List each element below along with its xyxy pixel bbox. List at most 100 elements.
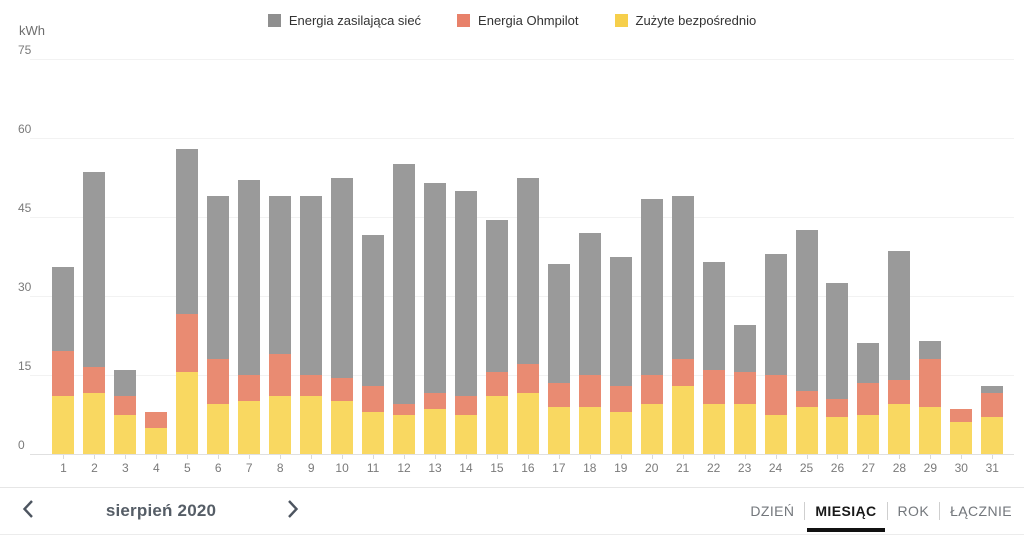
bar-segment-grid-day-21[interactable]	[671, 195, 694, 360]
bar-segment-grid-day-23[interactable]	[733, 324, 756, 373]
bar-day-16[interactable]	[516, 177, 539, 454]
bar-segment-direct-day-11[interactable]	[362, 411, 385, 454]
bar-segment-grid-day-8[interactable]	[269, 195, 292, 354]
bar-segment-grid-day-7[interactable]	[238, 180, 261, 376]
bar-segment-direct-day-22[interactable]	[702, 403, 725, 454]
bar-day-23[interactable]	[733, 324, 756, 454]
bar-segment-grid-day-16[interactable]	[516, 177, 539, 365]
bar-segment-ohmpilot-day-28[interactable]	[888, 380, 911, 404]
bar-segment-grid-day-20[interactable]	[640, 198, 663, 376]
bar-segment-ohmpilot-day-22[interactable]	[702, 369, 725, 404]
bar-day-22[interactable]	[702, 261, 725, 454]
bar-segment-direct-day-3[interactable]	[114, 414, 137, 454]
bar-segment-ohmpilot-day-16[interactable]	[516, 364, 539, 394]
bar-segment-direct-day-12[interactable]	[393, 414, 416, 454]
bar-segment-grid-day-24[interactable]	[764, 253, 787, 375]
bar-segment-direct-day-19[interactable]	[609, 411, 632, 454]
bar-segment-ohmpilot-day-26[interactable]	[826, 398, 849, 418]
bar-segment-grid-day-27[interactable]	[857, 343, 880, 383]
bar-segment-grid-day-5[interactable]	[176, 148, 199, 315]
bar-segment-ohmpilot-day-13[interactable]	[424, 393, 446, 410]
bar-segment-ohmpilot-day-25[interactable]	[795, 390, 818, 407]
bar-segment-direct-day-4[interactable]	[145, 427, 168, 454]
bar-segment-direct-day-10[interactable]	[331, 401, 354, 454]
bar-segment-direct-day-26[interactable]	[826, 417, 849, 454]
bar-segment-grid-day-22[interactable]	[702, 261, 725, 370]
tab-lacznie[interactable]: ŁĄCZNIE	[950, 503, 1012, 519]
bar-segment-ohmpilot-day-7[interactable]	[238, 375, 261, 402]
bar-segment-ohmpilot-day-30[interactable]	[950, 409, 973, 423]
bar-segment-ohmpilot-day-21[interactable]	[671, 359, 694, 386]
bar-segment-grid-day-19[interactable]	[609, 256, 632, 386]
bar-segment-grid-day-15[interactable]	[485, 219, 508, 373]
bar-day-4[interactable]	[145, 411, 168, 454]
bar-segment-direct-day-27[interactable]	[857, 414, 880, 454]
bar-segment-ohmpilot-day-1[interactable]	[52, 351, 75, 397]
bar-segment-ohmpilot-day-5[interactable]	[176, 314, 199, 373]
bar-segment-direct-day-28[interactable]	[888, 403, 911, 454]
bar-segment-grid-day-10[interactable]	[331, 177, 354, 378]
bar-segment-direct-day-5[interactable]	[176, 372, 199, 454]
bar-day-21[interactable]	[671, 195, 694, 454]
bar-segment-grid-day-3[interactable]	[114, 369, 137, 397]
bar-segment-grid-day-12[interactable]	[393, 164, 416, 404]
bar-segment-ohmpilot-day-20[interactable]	[640, 375, 663, 404]
bar-day-6[interactable]	[207, 195, 230, 454]
bar-segment-ohmpilot-day-10[interactable]	[331, 377, 354, 402]
bar-segment-ohmpilot-day-29[interactable]	[919, 359, 942, 407]
bar-day-15[interactable]	[485, 219, 508, 454]
bar-segment-direct-day-21[interactable]	[671, 385, 694, 454]
bar-segment-grid-day-28[interactable]	[888, 251, 911, 381]
bar-segment-direct-day-25[interactable]	[795, 406, 818, 454]
bar-segment-grid-day-18[interactable]	[578, 232, 601, 376]
tab-rok[interactable]: ROK	[897, 503, 930, 519]
bar-segment-grid-day-26[interactable]	[826, 282, 849, 399]
bar-day-9[interactable]	[300, 195, 323, 454]
bar-segment-ohmpilot-day-18[interactable]	[578, 375, 601, 407]
bar-day-14[interactable]	[454, 190, 477, 454]
legend-item-ohmpilot[interactable]: Energia Ohmpilot	[457, 13, 579, 28]
bar-segment-ohmpilot-day-11[interactable]	[362, 385, 385, 412]
bar-segment-ohmpilot-day-19[interactable]	[609, 385, 632, 412]
bar-segment-ohmpilot-day-4[interactable]	[145, 411, 168, 428]
bar-segment-direct-day-15[interactable]	[485, 396, 508, 454]
bar-day-19[interactable]	[609, 256, 632, 454]
bar-day-13[interactable]	[424, 182, 446, 454]
bar-segment-direct-day-30[interactable]	[950, 422, 973, 454]
bar-segment-ohmpilot-day-24[interactable]	[764, 375, 787, 415]
bar-segment-ohmpilot-day-31[interactable]	[981, 393, 1004, 418]
legend-item-grid[interactable]: Energia zasilająca sieć	[267, 13, 421, 28]
bar-day-8[interactable]	[269, 195, 292, 454]
bar-day-12[interactable]	[393, 164, 416, 454]
bar-segment-direct-day-29[interactable]	[919, 406, 942, 454]
bar-day-27[interactable]	[857, 343, 880, 454]
bar-day-26[interactable]	[826, 282, 849, 454]
bar-segment-ohmpilot-day-27[interactable]	[857, 382, 880, 415]
bar-day-30[interactable]	[950, 409, 973, 454]
bar-segment-direct-day-24[interactable]	[764, 414, 787, 454]
bar-segment-ohmpilot-day-6[interactable]	[207, 359, 230, 404]
bar-segment-grid-day-2[interactable]	[83, 172, 106, 368]
bar-day-1[interactable]	[52, 267, 75, 454]
bar-segment-grid-day-9[interactable]	[300, 195, 323, 376]
bar-segment-direct-day-16[interactable]	[516, 393, 539, 454]
bar-day-25[interactable]	[795, 230, 818, 454]
bar-segment-grid-day-11[interactable]	[362, 235, 385, 386]
bar-day-7[interactable]	[238, 180, 261, 454]
bar-day-17[interactable]	[547, 264, 570, 454]
bar-segment-direct-day-17[interactable]	[547, 406, 570, 454]
bar-segment-direct-day-6[interactable]	[207, 403, 230, 454]
bar-segment-direct-day-14[interactable]	[454, 414, 477, 454]
bar-segment-grid-day-6[interactable]	[207, 195, 230, 360]
bar-day-5[interactable]	[176, 148, 199, 454]
bar-segment-direct-day-20[interactable]	[640, 403, 663, 454]
bar-day-29[interactable]	[919, 340, 942, 454]
bar-segment-grid-day-17[interactable]	[547, 264, 570, 383]
bar-segment-direct-day-23[interactable]	[733, 403, 756, 454]
tab-dzien[interactable]: DZIEŃ	[750, 503, 795, 519]
bar-day-2[interactable]	[83, 172, 106, 454]
bar-segment-ohmpilot-day-14[interactable]	[454, 396, 477, 415]
tab-miesiac[interactable]: MIESIĄC	[805, 488, 886, 534]
bar-day-11[interactable]	[362, 235, 385, 454]
bar-segment-direct-day-1[interactable]	[52, 396, 75, 454]
